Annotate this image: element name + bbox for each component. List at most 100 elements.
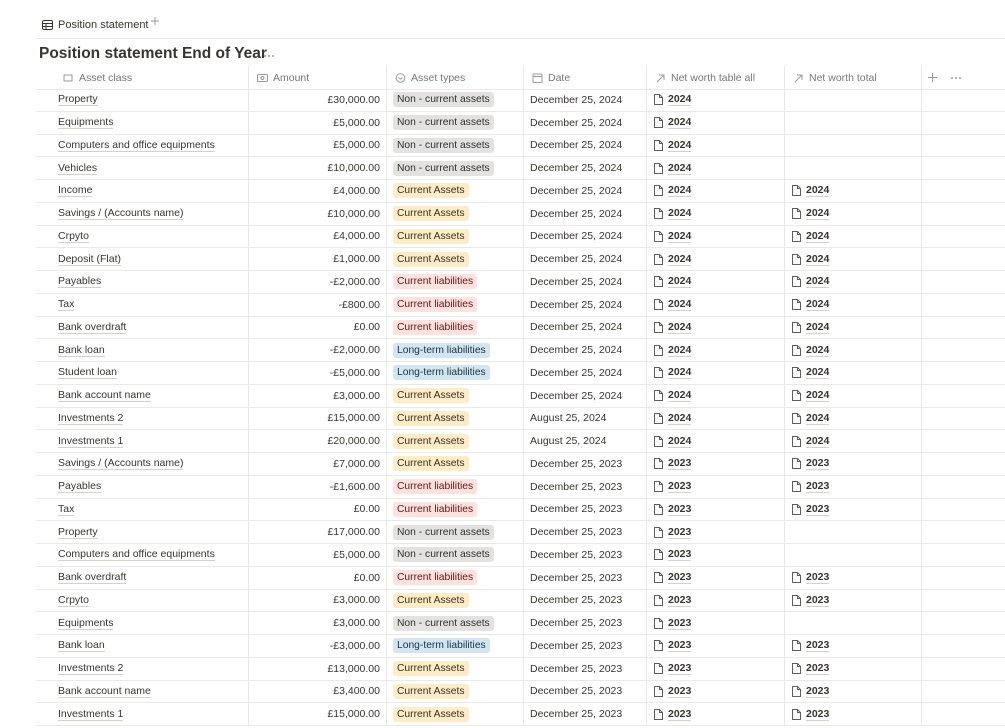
table-cell: 2023	[647, 703, 785, 725]
table-cell: £5,000.00	[249, 111, 387, 134]
relation-link[interactable]: 2023	[806, 707, 830, 721]
table-cell: Long-term liabilities	[387, 339, 524, 361]
relation-link[interactable]: 2024	[806, 434, 830, 448]
relation-link[interactable]: 2024	[806, 343, 830, 357]
table-cell: £4,000.00	[249, 180, 387, 202]
relation-link[interactable]: 2023	[806, 593, 830, 607]
relation-link[interactable]: 2023	[806, 502, 830, 516]
asset-class: Property	[58, 93, 98, 107]
relation-link[interactable]: 2023	[668, 616, 692, 630]
table-cell: £3,000.00	[249, 384, 387, 407]
relation-link[interactable]: 2024	[668, 252, 692, 266]
table-cell: December 25, 2023	[524, 657, 647, 680]
relation-link[interactable]: 2023	[806, 639, 830, 653]
relation-link[interactable]: 2023	[806, 684, 830, 698]
add-view[interactable]	[150, 16, 160, 26]
table-cell: 2024	[647, 180, 785, 202]
table-cell: 2024	[785, 339, 922, 361]
relation-link[interactable]: 2023	[668, 548, 692, 562]
amount: -£5,000.00	[329, 366, 380, 379]
asset-type-tag: Current Assets	[393, 388, 469, 404]
relation-link[interactable]: 2023	[668, 662, 692, 676]
asset-class: Income	[58, 184, 93, 198]
column-header: Asset class	[36, 66, 249, 89]
relation-link[interactable]: 2024	[668, 138, 692, 152]
more-button[interactable]	[263, 54, 275, 58]
table-cell: Deposit (Flat)	[36, 248, 249, 270]
relation-link[interactable]: 2024	[806, 184, 830, 198]
relation-link[interactable]: 2023	[668, 480, 692, 494]
table-cell: 2023	[647, 498, 785, 521]
page-icon	[792, 276, 801, 288]
amount: £3,000.00	[333, 617, 380, 630]
relation-link[interactable]: 2023	[806, 571, 830, 585]
date: December 25, 2023	[530, 480, 623, 493]
relation-link[interactable]: 2023	[668, 684, 692, 698]
relation-link[interactable]: 2024	[806, 389, 830, 403]
relation-link[interactable]: 2024	[806, 298, 830, 312]
table-cell: 2024	[647, 293, 785, 316]
date: December 25, 2023	[530, 526, 623, 539]
table-row: Crpyto £4,000.00 Current Assets December 25…	[36, 225, 1005, 249]
relation-link[interactable]: 2023	[668, 593, 692, 607]
table-cell: December 25, 2024	[524, 180, 647, 202]
relation-link[interactable]: 2023	[806, 662, 830, 676]
table-cell	[785, 544, 922, 566]
table-cell: Savings / (Accounts name)	[36, 453, 249, 475]
asset-type-tag: Long-term liabilities	[393, 638, 490, 654]
relation-link[interactable]: 2024	[668, 275, 692, 289]
table-cell	[922, 590, 1005, 612]
date: December 25, 2024	[530, 139, 623, 152]
column-icon	[532, 73, 543, 83]
table-row: Payables -£2,000.00 Current liabilities Dec…	[36, 271, 1005, 294]
table-cell: 2023	[785, 498, 922, 521]
add-column[interactable]	[928, 73, 937, 82]
relation-link[interactable]: 2023	[668, 525, 692, 539]
relation-link[interactable]: 2024	[668, 389, 692, 403]
relation-link[interactable]: 2024	[806, 366, 830, 380]
relation-link[interactable]: 2023	[668, 457, 692, 471]
asset-type-tag: Long-term liabilities	[393, 342, 490, 358]
relation-link[interactable]: 2024	[668, 207, 692, 221]
asset-type-tag: Current Assets	[393, 251, 469, 267]
relation-link[interactable]: 2024	[668, 93, 692, 107]
relation-link[interactable]: 2024	[806, 320, 830, 334]
relation-link[interactable]: 2024	[668, 229, 692, 243]
table-cell: Investments 1	[36, 703, 249, 725]
table-cell	[922, 544, 1005, 566]
relation-link[interactable]: 2023	[668, 639, 692, 653]
relation-link[interactable]: 2024	[806, 207, 830, 221]
page-icon	[792, 344, 801, 356]
relation-link[interactable]: 2024	[806, 229, 830, 243]
relation-link[interactable]: 2023	[806, 480, 830, 494]
page-icon	[654, 117, 663, 129]
relation-link[interactable]: 2024	[806, 411, 830, 425]
relation-link[interactable]: 2024	[668, 161, 692, 175]
relation-link[interactable]: 2024	[668, 298, 692, 312]
relation-link[interactable]: 2023	[668, 502, 692, 516]
table-cell: December 25, 2023	[524, 453, 647, 475]
column-more[interactable]	[950, 76, 962, 80]
relation-link[interactable]: 2024	[806, 252, 830, 266]
page-icon	[654, 299, 663, 311]
table-cell: 2024	[647, 202, 785, 225]
relation-link[interactable]: 2023	[668, 571, 692, 585]
table-cell: December 25, 2024	[524, 339, 647, 361]
view-tab[interactable]: Position statement	[42, 16, 149, 34]
table-row: Payables -£1,600.00 Current liabilities Dec…	[36, 475, 1005, 499]
relation-link[interactable]: 2024	[668, 116, 692, 130]
relation-link[interactable]: 2024	[668, 343, 692, 357]
relation-link[interactable]: 2024	[668, 366, 692, 380]
relation-link[interactable]: 2023	[668, 707, 692, 721]
column-icon	[63, 74, 73, 81]
relation-link[interactable]: 2024	[668, 184, 692, 198]
relation-link[interactable]: 2023	[806, 457, 830, 471]
asset-type-tag: Current Assets	[393, 592, 469, 608]
amount: £7,000.00	[333, 457, 380, 470]
page-icon	[654, 412, 663, 424]
relation-link[interactable]: 2024	[668, 320, 692, 334]
relation-link[interactable]: 2024	[668, 411, 692, 425]
table-row: Investments 1 £15,000.00 Current Assets Dec…	[36, 703, 1005, 726]
relation-link[interactable]: 2024	[668, 434, 692, 448]
relation-link[interactable]: 2024	[806, 275, 830, 289]
